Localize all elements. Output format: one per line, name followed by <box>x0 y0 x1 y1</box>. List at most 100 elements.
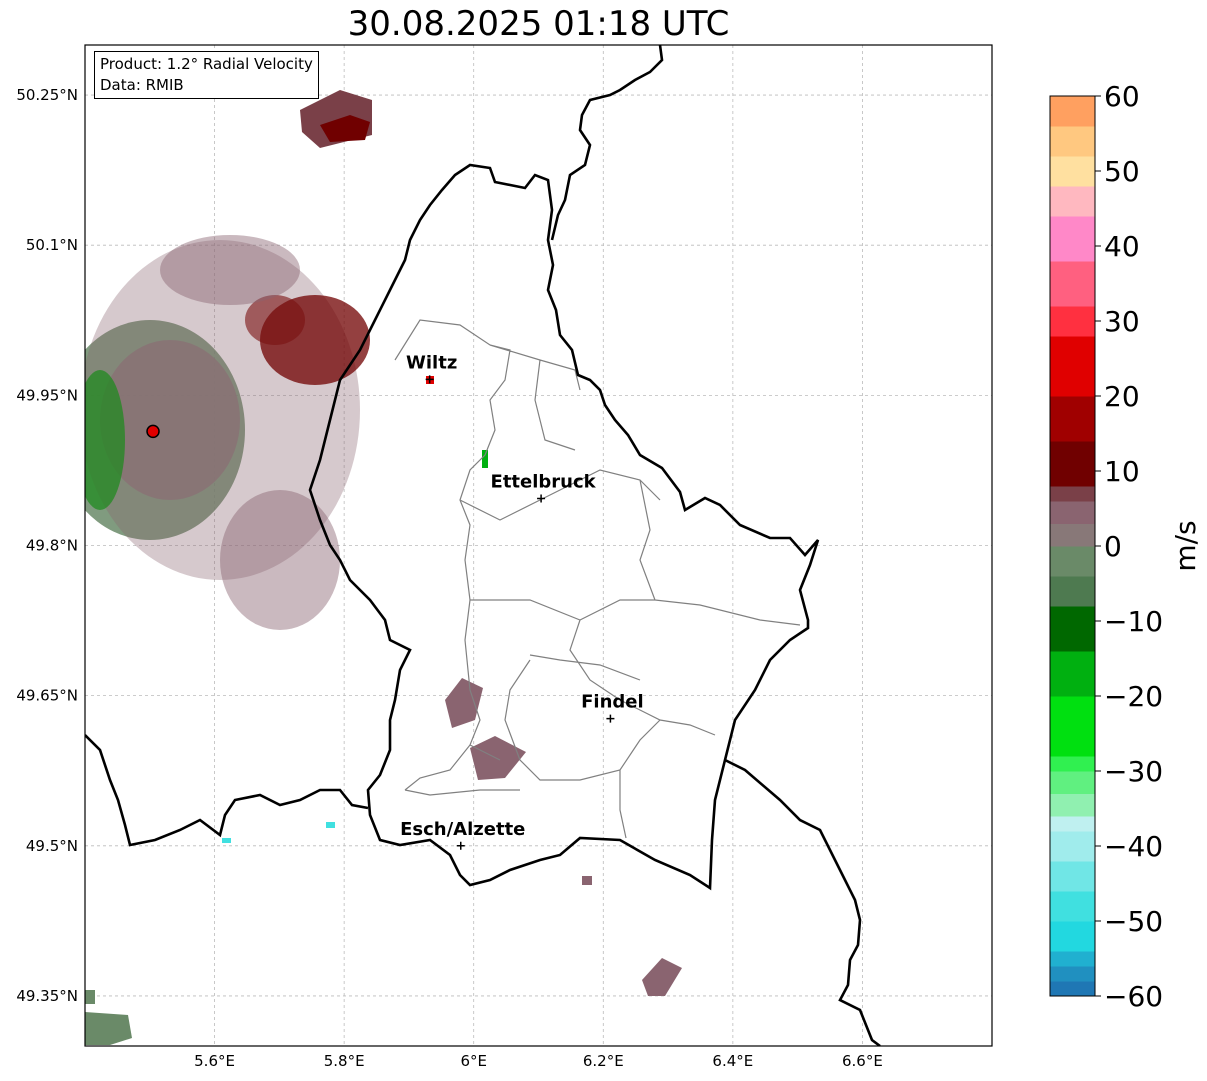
colorbar-segment <box>1050 96 1095 127</box>
colorbar-segment <box>1050 306 1095 337</box>
city-cross-icon <box>606 714 615 723</box>
colorbar-segment <box>1050 156 1095 187</box>
info-data-source: Data: RMIB <box>100 76 184 94</box>
lon-tick-label: 5.8°E <box>324 1052 365 1070</box>
colorbar-segment <box>1050 951 1095 967</box>
city-label: Ettelbruck <box>491 471 597 492</box>
colorbar-segment <box>1050 126 1095 157</box>
city-label: Findel <box>581 692 644 713</box>
lat-tick-label: 49.35°N <box>16 987 78 1005</box>
colorbar-segment <box>1050 441 1095 487</box>
colorbar-segment <box>1050 523 1095 547</box>
colorbar-tick-label: 20 <box>1104 380 1140 413</box>
lon-tick-label: 6°E <box>460 1052 487 1070</box>
colorbar-tick-label: 40 <box>1104 230 1140 263</box>
echo-green-left <box>85 370 125 510</box>
colorbar-segment <box>1050 696 1095 757</box>
lat-tick-label: 49.8°N <box>26 537 78 555</box>
echo-mauve-south <box>220 490 340 630</box>
longitude-labels: 5.6°E 5.8°E 6°E 6.2°E 6.4°E 6.6°E <box>194 1052 883 1070</box>
info-box: Product: 1.2° Radial Velocity Data: RMIB <box>94 51 319 99</box>
colorbar-segment <box>1050 216 1095 262</box>
city-marker: Wiltz <box>406 352 457 384</box>
latitude-labels: 50.25°N 50.1°N 49.95°N 49.8°N 49.65°N 49.5°N 4… <box>16 86 78 1005</box>
colorbar-tick-label: 50 <box>1104 155 1140 188</box>
colorbar-segment <box>1050 336 1095 397</box>
colorbar-tick-label: −60 <box>1104 980 1163 1013</box>
france-border <box>85 734 369 847</box>
echo-small-se <box>582 876 592 885</box>
colorbar-segment <box>1050 756 1095 772</box>
colorbar-segment <box>1050 606 1095 652</box>
luxembourg-border <box>308 163 820 891</box>
radar-site-marker <box>146 424 160 439</box>
colorbar-segment <box>1050 396 1095 442</box>
city-marker: Ettelbruck <box>491 471 597 503</box>
colorbar-segment <box>1050 261 1095 307</box>
lon-tick-label: 5.6°E <box>194 1052 235 1070</box>
info-product: Product: 1.2° Radial Velocity <box>100 55 313 73</box>
colorbar-segment <box>1050 186 1095 217</box>
colorbar-segment <box>1050 921 1095 952</box>
luxembourg-cantons <box>394 319 801 839</box>
colorbar-segment <box>1050 771 1095 794</box>
colorbar: 60 50 40 30 20 10 0 −10 −20 −30 −40 −50 −60 m/s <box>1049 80 1202 1013</box>
city-label: Wiltz <box>406 352 457 373</box>
colorbar-segment <box>1050 486 1095 502</box>
lon-tick-label: 6.6°E <box>842 1052 883 1070</box>
city-marker: Esch/Alzette <box>400 819 525 850</box>
colorbar-segment <box>1050 816 1095 832</box>
colorbar-tick-label: 60 <box>1104 80 1140 113</box>
colorbar-segment <box>1050 546 1095 577</box>
echo-cyan-2 <box>222 838 231 843</box>
belgium-germany-border <box>550 45 881 1046</box>
radar-echo-layer <box>85 90 682 1045</box>
colorbar-tick-label: −10 <box>1104 605 1163 638</box>
echo-blob-sw-small <box>85 990 95 1004</box>
echo-blob-south-center <box>470 736 526 780</box>
echo-dark-red-cluster-2 <box>245 295 305 345</box>
colorbar-segment <box>1050 501 1095 524</box>
city-cross-icon <box>456 841 465 850</box>
echo-blob-southwest <box>85 1012 132 1045</box>
echo-core-mauve <box>100 340 240 500</box>
lat-tick-label: 49.65°N <box>16 687 78 705</box>
colorbar-tick-label: −20 <box>1104 680 1163 713</box>
city-markers: Wiltz Ettelbruck Findel Esch/Alzette <box>400 352 644 850</box>
colorbar-tick-label: −50 <box>1104 905 1163 938</box>
colorbar-tick-label: 0 <box>1104 530 1122 563</box>
echo-blob-center <box>445 678 483 728</box>
colorbar-segment <box>1050 981 1095 997</box>
echo-cyan-1 <box>326 822 335 828</box>
colorbar-segment <box>1050 576 1095 607</box>
borders-layer <box>85 45 881 1046</box>
lat-tick-label: 49.95°N <box>16 386 78 404</box>
lon-tick-label: 6.2°E <box>583 1052 624 1070</box>
colorbar-tick-label: 30 <box>1104 305 1140 338</box>
colorbar-segment <box>1050 831 1095 862</box>
city-cross-icon <box>425 375 434 384</box>
lat-tick-label: 50.25°N <box>16 86 78 104</box>
echo-mauve-north <box>160 235 300 305</box>
echo-blob-southeast <box>642 958 682 996</box>
lat-tick-label: 50.1°N <box>26 236 78 254</box>
colorbar-segment <box>1050 891 1095 922</box>
colorbar-segment <box>1050 861 1095 892</box>
lat-tick-label: 49.5°N <box>26 837 78 855</box>
colorbar-segment <box>1050 651 1095 697</box>
colorbar-tick-label: −40 <box>1104 830 1163 863</box>
colorbar-tick-label: 10 <box>1104 455 1140 488</box>
colorbar-tick-label: −30 <box>1104 755 1163 788</box>
echo-blob-north-dark <box>320 115 370 142</box>
city-marker: Findel <box>581 692 644 723</box>
map-title: 30.08.2025 01:18 UTC <box>347 4 730 44</box>
city-cross-icon <box>537 494 546 503</box>
echo-green-speck <box>482 450 488 468</box>
colorbar-unit-label: m/s <box>1169 520 1202 571</box>
colorbar-segment <box>1050 793 1095 817</box>
map-frame <box>84 44 993 1047</box>
lon-tick-label: 6.4°E <box>712 1052 753 1070</box>
colorbar-segment <box>1050 966 1095 982</box>
city-label: Esch/Alzette <box>400 819 525 840</box>
